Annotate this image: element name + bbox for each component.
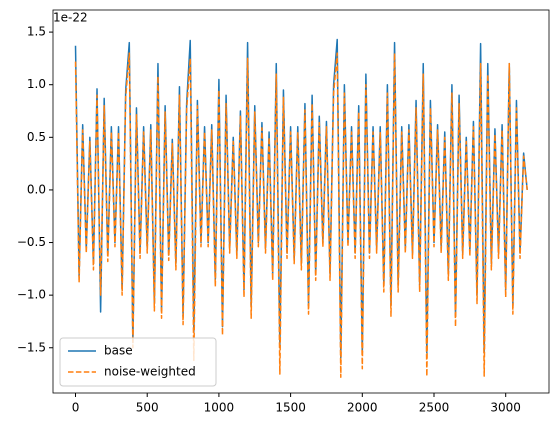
y-tick-label: 0.0 — [27, 182, 46, 196]
plot-frame — [52, 9, 550, 394]
y-tick-label: 1.5 — [27, 25, 46, 39]
line-series — [74, 52, 528, 378]
line-series — [74, 38, 528, 360]
legend-label: base — [104, 344, 133, 358]
x-tick-label: 1000 — [204, 401, 235, 415]
x-tick-label: 500 — [136, 401, 159, 415]
y-tick-label: −1.0 — [17, 288, 46, 302]
legend-label: noise-weighted — [104, 365, 196, 379]
x-tick-label: 2000 — [347, 401, 378, 415]
x-tick-label: 1500 — [275, 401, 306, 415]
x-tick-label: 2500 — [419, 401, 450, 415]
y-tick-label: −1.5 — [17, 340, 46, 354]
y-offset-label: 1e-22 — [53, 11, 88, 25]
x-tick-label: 0 — [72, 401, 80, 415]
y-tick-label: 0.5 — [27, 130, 46, 144]
x-tick-label: 3000 — [490, 401, 521, 415]
y-tick-label: −0.5 — [17, 235, 46, 249]
y-tick-label: 1.0 — [27, 77, 46, 91]
legend-box — [59, 337, 217, 387]
